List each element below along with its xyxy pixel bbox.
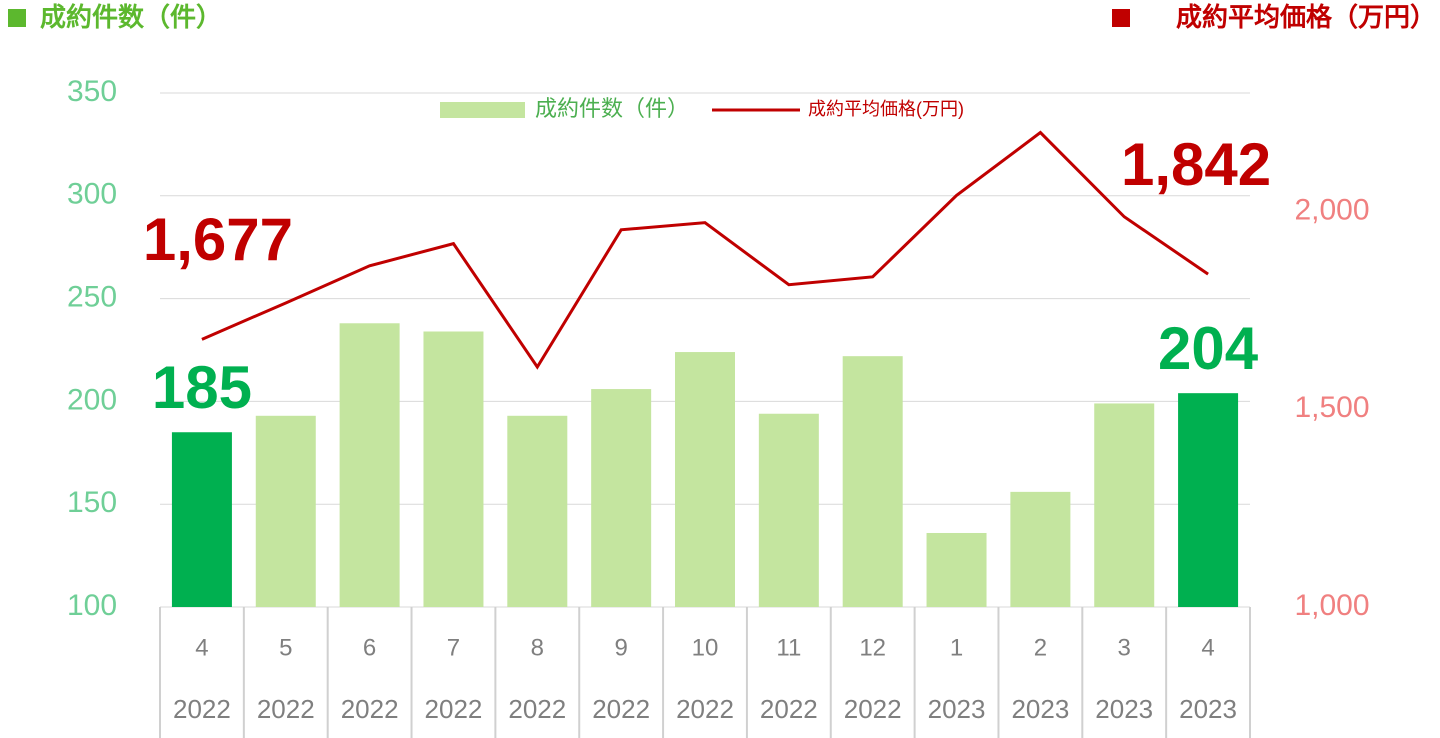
bar xyxy=(1178,393,1239,607)
x-tick-year-label: 2023 xyxy=(1179,694,1237,724)
x-tick-label: 4 xyxy=(1201,634,1214,661)
y2-tick-label: 1,000 xyxy=(1294,589,1369,622)
y-tick-label: 100 xyxy=(67,589,117,622)
bar xyxy=(339,323,400,607)
line-value-label: 1,677 xyxy=(143,206,293,273)
x-tick-year-label: 2023 xyxy=(1011,694,1069,724)
bar xyxy=(1094,403,1155,607)
bar xyxy=(423,331,484,607)
x-tick-year-label: 2023 xyxy=(928,694,986,724)
x-tick-label: 7 xyxy=(447,634,460,661)
bar xyxy=(171,432,232,607)
x-tick-label: 12 xyxy=(859,634,886,661)
y2-label-swatch xyxy=(1112,9,1130,27)
y-tick-label: 250 xyxy=(67,281,117,314)
line-value-label: 1,842 xyxy=(1121,131,1271,198)
x-tick-year-label: 2022 xyxy=(173,694,231,724)
bar xyxy=(1010,491,1071,607)
legend-swatch xyxy=(440,102,525,118)
x-tick-label: 4 xyxy=(195,634,208,661)
bar xyxy=(507,415,568,607)
y-tick-label: 200 xyxy=(67,383,117,416)
y2-tick-label: 1,500 xyxy=(1294,391,1369,424)
bar-value-label: 204 xyxy=(1158,315,1259,382)
bar xyxy=(675,352,735,607)
x-tick-label: 8 xyxy=(531,634,544,661)
y-label-swatch xyxy=(8,9,26,27)
y-tick-label: 300 xyxy=(67,178,117,211)
x-tick-year-label: 2023 xyxy=(1095,694,1153,724)
x-tick-year-label: 2022 xyxy=(760,694,818,724)
y2-tick-label: 2,000 xyxy=(1294,194,1369,227)
bar xyxy=(591,389,652,607)
x-tick-label: 5 xyxy=(279,634,292,661)
x-tick-label: 9 xyxy=(614,634,627,661)
y-tick-label: 150 xyxy=(67,486,117,519)
x-tick-year-label: 2022 xyxy=(676,694,734,724)
y-axis-title: 成約件数（件） xyxy=(40,2,222,32)
y2-axis-title: 成約平均価格（万円） xyxy=(1176,2,1436,32)
bar xyxy=(842,356,903,607)
x-tick-label: 1 xyxy=(950,634,963,661)
x-tick-year-label: 2022 xyxy=(844,694,902,724)
x-tick-year-label: 2022 xyxy=(508,694,566,724)
x-tick-label: 6 xyxy=(363,634,376,661)
x-tick-label: 10 xyxy=(692,634,719,661)
x-tick-year-label: 2022 xyxy=(257,694,315,724)
x-tick-year-label: 2022 xyxy=(425,694,483,724)
x-tick-label: 2 xyxy=(1034,634,1047,661)
x-tick-year-label: 2022 xyxy=(341,694,399,724)
line xyxy=(201,130,1209,370)
y-tick-label: 350 xyxy=(67,75,117,108)
legend-label: 成約平均価格(万円) xyxy=(808,99,964,119)
bar-value-label: 185 xyxy=(152,354,252,421)
x-tick-year-label: 2022 xyxy=(592,694,650,724)
bar xyxy=(926,532,987,607)
x-tick-label: 11 xyxy=(776,634,801,661)
bar xyxy=(758,413,819,607)
legend-label: 成約件数（件） xyxy=(535,96,689,121)
x-tick-label: 3 xyxy=(1118,634,1131,661)
bar xyxy=(255,415,316,607)
